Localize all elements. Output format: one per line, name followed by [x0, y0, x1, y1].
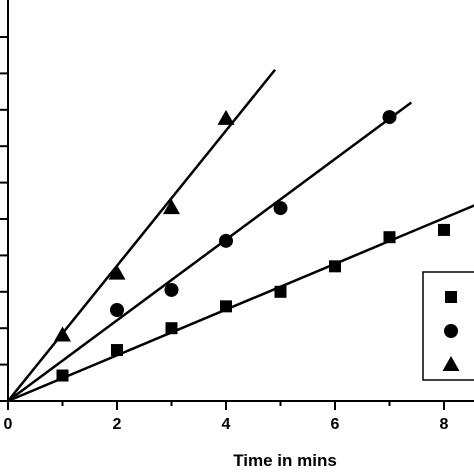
data-point-square [165, 322, 178, 335]
legend-marker-square [445, 291, 457, 303]
data-point-square [56, 369, 69, 382]
fit-lines [7, 68, 474, 403]
x-tick-label: 8 [440, 416, 449, 433]
data-point-circle [273, 201, 288, 216]
fit-line-circle [7, 101, 413, 403]
x-tick-label: 2 [113, 416, 122, 433]
data-point-triangle [54, 326, 71, 342]
data-point-triangle [217, 109, 235, 125]
x-tick-label: 4 [222, 416, 231, 433]
data-point-circle [219, 233, 233, 248]
data-point-square [274, 285, 287, 298]
legend-marker-triangle [442, 356, 460, 371]
x-axis-title: Time in mins [233, 451, 337, 470]
fit-line-triangle [7, 68, 277, 402]
data-points [54, 109, 450, 382]
axes: 0 2 4 6 8 [0, 0, 474, 433]
data-point-circle [164, 282, 179, 297]
data-point-square [111, 344, 123, 357]
x-tick-label: 6 [331, 416, 340, 433]
data-point-square [220, 300, 232, 313]
legend-marker-circle [444, 324, 458, 338]
data-point-circle [110, 303, 124, 317]
fit-line-square [7, 204, 474, 403]
data-point-square [329, 260, 341, 273]
x-tick-label: 0 [4, 416, 13, 433]
legend [422, 271, 474, 381]
data-point-square [438, 223, 450, 236]
data-point-triangle [163, 199, 180, 215]
data-point-triangle [108, 264, 126, 280]
data-point-circle [382, 110, 397, 125]
data-point-square [383, 231, 396, 244]
